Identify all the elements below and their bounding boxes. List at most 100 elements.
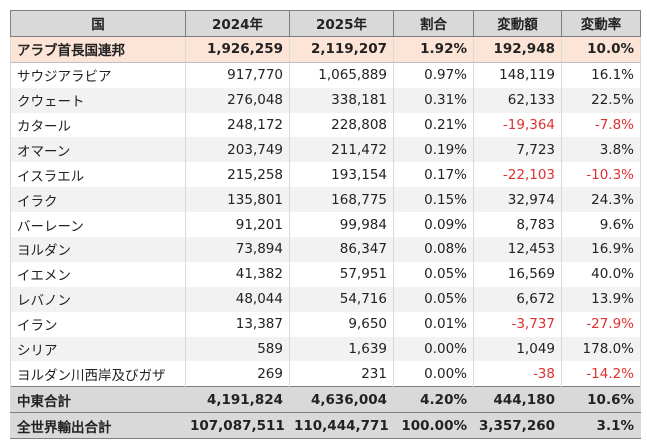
share-cell: 0.05% [393, 261, 474, 287]
country-cell: オマーン [10, 137, 186, 163]
table-row: アラブ首長国連邦 1,926,259 2,119,207 1.92% 192,948 10… [10, 36, 641, 63]
share-cell: 0.01% [393, 311, 474, 337]
change-cell: -19,364 [473, 112, 562, 138]
world-label: 全世界輸出合計 [10, 412, 186, 440]
change-cell: 32,974 [473, 187, 562, 213]
header-row: 国 2024年 2025年 割合 変動額 変動率 [10, 10, 641, 37]
change-cell: 16,569 [473, 261, 562, 287]
change-cell: -3,737 [473, 311, 562, 337]
total-change: 444,180 [473, 386, 562, 414]
rate-cell: 22.5% [561, 87, 641, 113]
value-2024-cell: 1,926,259 [185, 36, 290, 63]
value-2025-cell: 2,119,207 [289, 36, 394, 63]
share-cell: 0.19% [393, 137, 474, 163]
value-2025-cell: 338,181 [289, 87, 394, 113]
total-rate: 10.6% [561, 386, 641, 414]
value-2024-cell: 91,201 [185, 212, 290, 238]
world-2025: 110,444,771 [289, 412, 394, 440]
table-row: クウェート 276,048 338,181 0.31% 62,133 22.5% [10, 87, 641, 113]
country-cell: イスラエル [10, 162, 186, 188]
change-cell: 148,119 [473, 62, 562, 88]
table-row: イラク 135,801 168,775 0.15% 32,974 24.3% [10, 187, 641, 213]
country-cell: イラク [10, 187, 186, 213]
col-header-2024: 2024年 [185, 10, 290, 37]
value-2024-cell: 73,894 [185, 237, 290, 262]
total-2025: 4,636,004 [289, 386, 394, 414]
value-2024-cell: 203,749 [185, 137, 290, 163]
world-change: 3,357,260 [473, 412, 562, 440]
rate-cell: 24.3% [561, 187, 641, 213]
table-row: シリア 589 1,639 0.00% 1,049 178.0% [10, 336, 641, 362]
country-cell: イラン [10, 311, 186, 337]
table-row: レバノン 48,044 54,716 0.05% 6,672 13.9% [10, 286, 641, 312]
rate-cell: 40.0% [561, 261, 641, 287]
value-2025-cell: 9,650 [289, 311, 394, 337]
table-row: カタール 248,172 228,808 0.21% -19,364 -7.8% [10, 112, 641, 138]
rate-cell: -14.2% [561, 361, 641, 387]
value-2024-cell: 248,172 [185, 112, 290, 138]
share-cell: 0.21% [393, 112, 474, 138]
change-cell: 192,948 [473, 36, 562, 63]
country-cell: カタール [10, 112, 186, 138]
table-row: ヨルダン川西岸及びガザ 269 231 0.00% -38 -14.2% [10, 361, 641, 387]
share-cell: 0.97% [393, 62, 474, 88]
table-row: ヨルダン 73,894 86,347 0.08% 12,453 16.9% [10, 237, 641, 262]
share-cell: 1.92% [393, 36, 474, 63]
col-header-rate: 変動率 [561, 10, 641, 37]
value-2025-cell: 86,347 [289, 237, 394, 262]
value-2025-cell: 54,716 [289, 286, 394, 312]
share-cell: 0.15% [393, 187, 474, 213]
country-cell: アラブ首長国連邦 [10, 36, 186, 63]
rate-cell: -7.8% [561, 112, 641, 138]
rate-cell: 13.9% [561, 286, 641, 312]
table-row: イスラエル 215,258 193,154 0.17% -22,103 -10.3% [10, 162, 641, 188]
value-2025-cell: 99,984 [289, 212, 394, 238]
rate-cell: 16.9% [561, 237, 641, 262]
rate-cell: 3.8% [561, 137, 641, 163]
value-2025-cell: 57,951 [289, 261, 394, 287]
value-2024-cell: 269 [185, 361, 290, 387]
value-2024-cell: 48,044 [185, 286, 290, 312]
country-cell: バーレーン [10, 212, 186, 238]
share-cell: 0.09% [393, 212, 474, 238]
country-cell: ヨルダン川西岸及びガザ [10, 361, 186, 387]
world-2024: 107,087,511 [185, 412, 290, 440]
table-row: バーレーン 91,201 99,984 0.09% 8,783 9.6% [10, 212, 641, 238]
change-cell: 62,133 [473, 87, 562, 113]
change-cell: 1,049 [473, 336, 562, 362]
value-2024-cell: 41,382 [185, 261, 290, 287]
total-label: 中東合計 [10, 386, 186, 414]
change-cell: 8,783 [473, 212, 562, 238]
world-rate: 3.1% [561, 412, 641, 440]
value-2025-cell: 168,775 [289, 187, 394, 213]
value-2025-cell: 1,065,889 [289, 62, 394, 88]
value-2024-cell: 917,770 [185, 62, 290, 88]
world-share: 100.00% [393, 412, 474, 440]
table-row: オマーン 203,749 211,472 0.19% 7,723 3.8% [10, 137, 641, 163]
value-2024-cell: 589 [185, 336, 290, 362]
rate-cell: 10.0% [561, 36, 641, 63]
change-cell: -38 [473, 361, 562, 387]
value-2024-cell: 135,801 [185, 187, 290, 213]
country-cell: ヨルダン [10, 237, 186, 262]
value-2025-cell: 211,472 [289, 137, 394, 163]
col-header-change: 変動額 [473, 10, 562, 37]
export-table: 国 2024年 2025年 割合 変動額 変動率 アラブ首長国連邦 1,926,2… [10, 10, 641, 440]
rate-cell: -27.9% [561, 311, 641, 337]
share-cell: 0.17% [393, 162, 474, 188]
rate-cell: 9.6% [561, 212, 641, 238]
change-cell: 7,723 [473, 137, 562, 163]
share-cell: 0.31% [393, 87, 474, 113]
middle-east-total-row: 中東合計 4,191,824 4,636,004 4.20% 444,180 1… [10, 386, 641, 414]
change-cell: -22,103 [473, 162, 562, 188]
total-2024: 4,191,824 [185, 386, 290, 414]
rate-cell: 16.1% [561, 62, 641, 88]
value-2025-cell: 193,154 [289, 162, 394, 188]
rate-cell: 178.0% [561, 336, 641, 362]
change-cell: 12,453 [473, 237, 562, 262]
country-cell: クウェート [10, 87, 186, 113]
share-cell: 0.08% [393, 237, 474, 262]
value-2024-cell: 276,048 [185, 87, 290, 113]
share-cell: 0.00% [393, 336, 474, 362]
country-cell: レバノン [10, 286, 186, 312]
